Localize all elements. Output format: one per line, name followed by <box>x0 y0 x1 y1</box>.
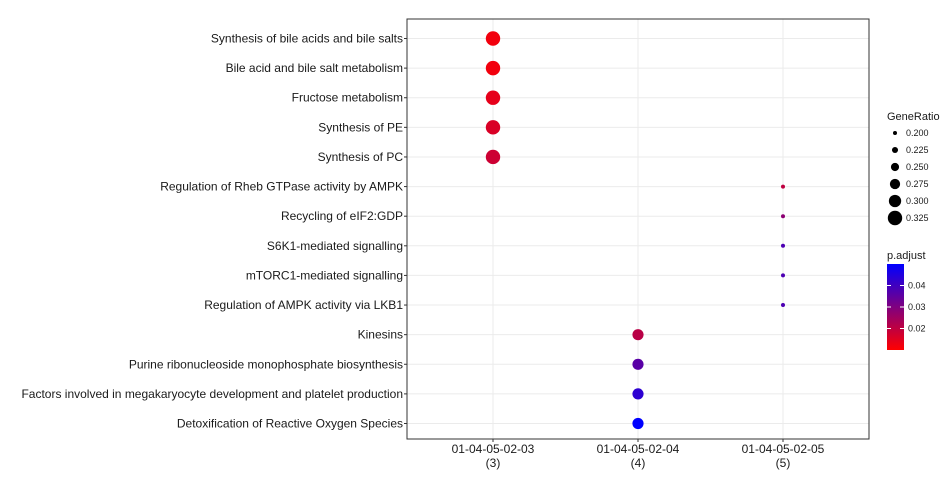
y-tick-label: Detoxification of Reactive Oxygen Specie… <box>177 417 403 431</box>
y-tick-label: Synthesis of bile acids and bile salts <box>211 32 403 46</box>
size-legend-dot <box>889 178 901 190</box>
x-tick-label: 01-04-05-02-04 <box>597 442 680 456</box>
size-legend-label: 0.200 <box>906 128 929 138</box>
y-tick-label: Regulation of AMPK activity via LKB1 <box>204 298 403 312</box>
x-tick-label: 01-04-05-02-05 <box>742 442 825 456</box>
data-point <box>781 303 785 308</box>
data-point <box>632 388 644 400</box>
size-legend-dot <box>890 162 900 172</box>
data-point <box>632 358 644 370</box>
data-point <box>485 31 501 46</box>
size-legend-title: GeneRatio <box>887 111 940 123</box>
x-tick-sublabel: (4) <box>631 456 646 470</box>
colorbar-label: 0.03 <box>908 302 926 312</box>
colorbar-label: 0.02 <box>908 324 926 334</box>
y-tick-label: Factors involved in megakaryocyte develo… <box>21 387 403 401</box>
y-axis: Synthesis of bile acids and bile salts Bi… <box>21 32 407 431</box>
points <box>485 31 785 430</box>
size-legend-label: 0.325 <box>906 213 929 223</box>
size-legend-dot <box>893 131 897 135</box>
grid <box>407 19 869 439</box>
data-point <box>632 417 644 430</box>
x-tick-label: 01-04-05-02-03 <box>452 442 535 456</box>
data-point <box>485 90 501 105</box>
y-tick-label: Kinesins <box>358 328 403 342</box>
x-axis: 01-04-05-02-03(3) 01-04-05-02-04(4) 01-04-… <box>452 439 825 470</box>
y-tick-label: Recycling of eIF2:GDP <box>281 209 403 223</box>
data-point <box>485 60 501 76</box>
x-tick-sublabel: (3) <box>486 456 501 470</box>
data-point <box>632 329 644 341</box>
y-tick-label: Fructose metabolism <box>292 91 403 105</box>
y-tick-label: Bile acid and bile salt metabolism <box>226 61 403 75</box>
y-tick-label: Regulation of Rheb GTPase activity by AM… <box>160 180 403 194</box>
y-tick-label: mTORC1-mediated signalling <box>246 268 403 282</box>
y-tick-label: Synthesis of PE <box>318 120 403 134</box>
data-point <box>781 273 785 278</box>
x-tick-sublabel: (5) <box>776 456 791 470</box>
size-legend-dot <box>891 146 899 154</box>
size-legend-dot <box>887 210 903 226</box>
size-legend-label: 0.275 <box>906 179 929 189</box>
size-legend-dot <box>888 194 902 208</box>
size-legend-label: 0.250 <box>906 162 929 172</box>
color-legend: p.adjust 0.04 0.03 0.02 <box>887 250 926 350</box>
size-legend-label: 0.300 <box>906 196 929 206</box>
colorbar-label: 0.04 <box>908 281 926 291</box>
data-point <box>485 149 501 165</box>
data-point <box>485 120 501 135</box>
y-tick-label: S6K1-mediated signalling <box>267 239 403 253</box>
y-tick-label: Purine ribonucleoside monophosphate bios… <box>129 357 403 371</box>
color-legend-title: p.adjust <box>887 250 926 262</box>
data-point <box>781 243 785 248</box>
colorbar <box>887 264 904 350</box>
size-legend: GeneRatio 0.200 0.225 0.250 0.275 0.300 0.325 <box>887 111 940 226</box>
data-point <box>781 214 785 219</box>
data-point <box>781 184 785 189</box>
y-tick-label: Synthesis of PC <box>318 150 404 164</box>
size-legend-label: 0.225 <box>906 145 929 155</box>
